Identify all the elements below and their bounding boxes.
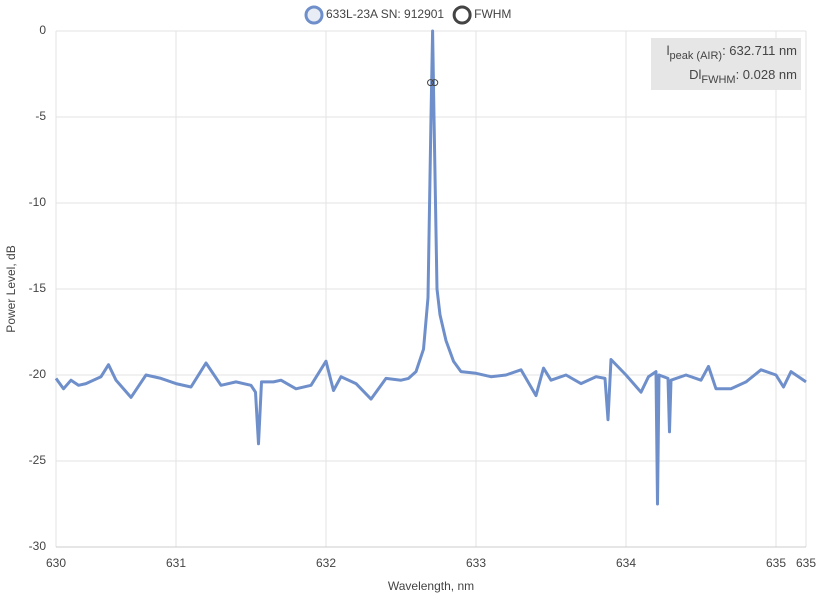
y-tick-label: -25 bbox=[29, 453, 47, 467]
x-tick-label: 630 bbox=[46, 556, 66, 570]
x-tick-label: 632 bbox=[316, 556, 336, 570]
x-tick-label: 633 bbox=[466, 556, 486, 570]
info-row: DlFWHM: 0.028 nm bbox=[689, 67, 797, 85]
y-axis-label: Power Level, dB bbox=[4, 245, 18, 332]
info-box bbox=[651, 38, 801, 90]
fwhm-marker bbox=[431, 79, 439, 87]
info-row: lpeak (AIR): 632.711 nm bbox=[667, 43, 797, 61]
y-tick-label: -15 bbox=[29, 281, 47, 295]
fwhm-marker bbox=[427, 79, 435, 87]
info-subscript: peak (AIR) bbox=[670, 50, 723, 62]
info-symbol: Dl bbox=[689, 67, 701, 82]
y-tick-label: -10 bbox=[29, 195, 47, 209]
info-symbol: l bbox=[667, 43, 670, 58]
legend: 633L-23A SN: 912901 FWHM bbox=[304, 5, 511, 25]
x-axis-label: Wavelength, nm bbox=[388, 579, 474, 593]
legend-label: FWHM bbox=[474, 7, 511, 21]
y-tick-label: 0 bbox=[39, 23, 46, 37]
legend-icon bbox=[304, 5, 324, 25]
legend-icon bbox=[452, 5, 472, 25]
info-value: : 632.711 nm bbox=[722, 43, 797, 58]
legend-label: 633L-23A SN: 912901 bbox=[326, 7, 444, 21]
x-tick-label: 635 bbox=[766, 556, 786, 570]
x-tick-label: 635 bbox=[796, 556, 816, 570]
x-tick-label: 634 bbox=[616, 556, 636, 570]
info-subscript: FWHM bbox=[701, 74, 735, 86]
info-value: : 0.028 nm bbox=[736, 67, 797, 82]
spectrum-line bbox=[54, 29, 807, 506]
y-tick-label: -5 bbox=[35, 109, 46, 123]
y-tick-label: -20 bbox=[29, 367, 47, 381]
x-tick-label: 631 bbox=[166, 556, 186, 570]
y-tick-label: -30 bbox=[29, 539, 47, 553]
